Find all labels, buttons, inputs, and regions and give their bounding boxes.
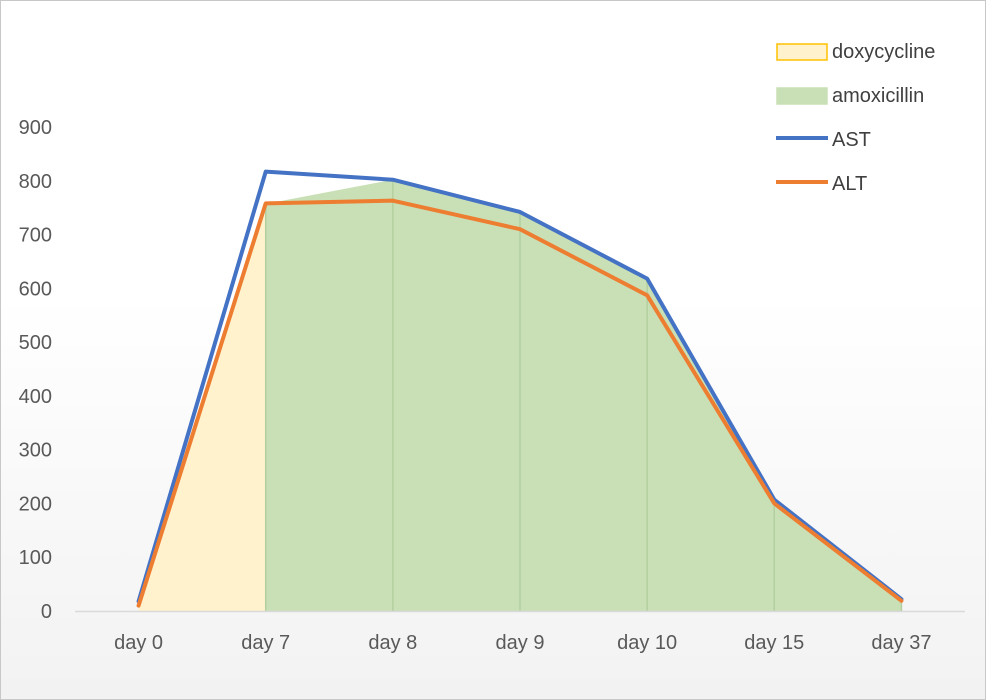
- line-alt: [136, 198, 904, 608]
- y-tick-label: 800: [19, 171, 52, 193]
- y-tick-label: 200: [19, 493, 52, 515]
- x-tick-label: day 10: [617, 632, 677, 654]
- legend-swatch-doxycycline: [776, 43, 828, 61]
- x-tick-label: day 8: [368, 632, 417, 654]
- legend-label-amoxicillin: amoxicillin: [832, 85, 924, 107]
- y-tick-label: 700: [19, 225, 52, 247]
- x-tick-label: day 7: [241, 632, 290, 654]
- x-tick-label: day 9: [496, 632, 545, 654]
- y-tick-label: 100: [19, 547, 52, 569]
- x-tick-label: day 15: [744, 632, 804, 654]
- area-amoxicillin: [265, 179, 902, 612]
- y-tick-label: 300: [19, 440, 52, 462]
- legend-label-ast: AST: [832, 129, 871, 151]
- y-tick-label: 600: [19, 278, 52, 300]
- legend-label-alt: ALT: [832, 173, 867, 195]
- x-tick-label: day 37: [871, 632, 931, 654]
- x-tick-label: day 0: [114, 632, 163, 654]
- y-tick-label: 400: [19, 386, 52, 408]
- y-tick-label: 900: [19, 117, 52, 139]
- legend-label-doxycycline: doxycycline: [832, 41, 935, 63]
- y-tick-label: 0: [41, 601, 52, 623]
- legend-swatch-amoxicillin: [776, 87, 828, 105]
- y-tick-label: 500: [19, 332, 52, 354]
